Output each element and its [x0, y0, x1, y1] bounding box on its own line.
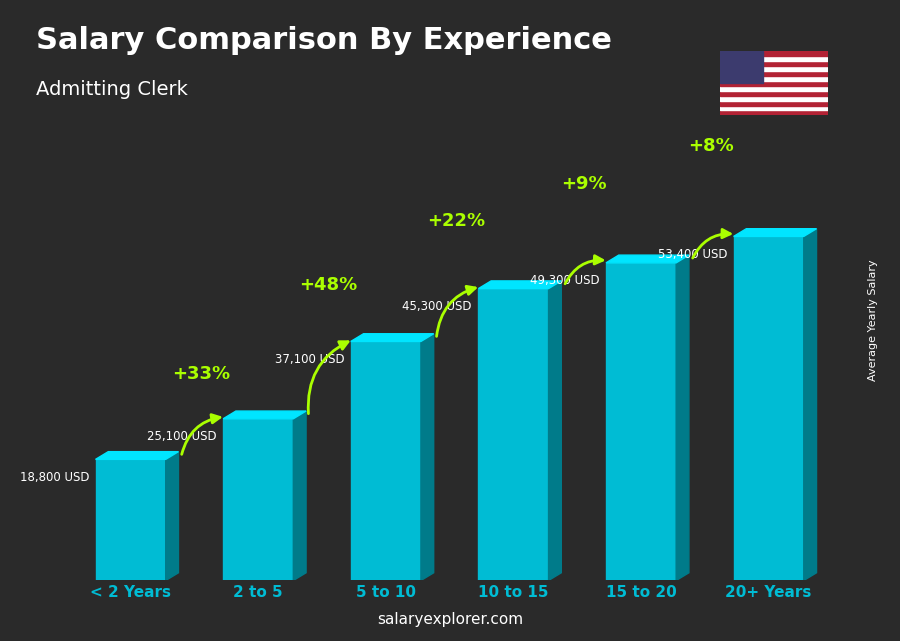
Text: 37,100 USD: 37,100 USD	[274, 353, 345, 366]
Polygon shape	[166, 452, 178, 581]
Polygon shape	[734, 229, 816, 237]
Text: +22%: +22%	[427, 212, 485, 230]
Bar	[720, 96, 828, 101]
Text: salaryexplorer.com: salaryexplorer.com	[377, 612, 523, 627]
Bar	[720, 110, 828, 115]
Polygon shape	[223, 411, 306, 419]
Bar	[720, 56, 828, 61]
Text: Average Yearly Salary: Average Yearly Salary	[868, 260, 878, 381]
Text: 25,100 USD: 25,100 USD	[147, 430, 217, 444]
Bar	[95, 460, 166, 581]
Polygon shape	[606, 255, 688, 263]
Text: +48%: +48%	[300, 276, 357, 294]
Bar	[720, 101, 828, 106]
Bar	[223, 419, 293, 581]
Bar	[720, 51, 828, 56]
Polygon shape	[95, 452, 178, 460]
Text: 18,800 USD: 18,800 USD	[20, 471, 89, 484]
Text: +9%: +9%	[561, 174, 607, 192]
Bar	[720, 106, 828, 110]
Bar	[479, 288, 548, 581]
Text: 53,400 USD: 53,400 USD	[658, 248, 727, 261]
Bar	[720, 66, 828, 71]
Text: 45,300 USD: 45,300 USD	[402, 300, 472, 313]
Bar	[720, 71, 828, 76]
Polygon shape	[676, 255, 688, 581]
Bar	[734, 237, 804, 581]
Polygon shape	[421, 334, 434, 581]
Bar	[720, 81, 828, 86]
Bar	[720, 61, 828, 66]
Polygon shape	[293, 411, 306, 581]
Bar	[720, 76, 828, 81]
Text: +8%: +8%	[688, 137, 734, 154]
Bar	[606, 263, 676, 581]
Bar	[720, 86, 828, 91]
Polygon shape	[351, 334, 434, 342]
Bar	[351, 342, 421, 581]
Polygon shape	[804, 229, 816, 581]
Text: +33%: +33%	[172, 365, 230, 383]
Polygon shape	[479, 281, 562, 288]
Text: Admitting Clerk: Admitting Clerk	[36, 80, 188, 99]
Text: 49,300 USD: 49,300 USD	[530, 274, 599, 287]
Bar	[720, 91, 828, 96]
Bar	[720, 51, 763, 83]
Polygon shape	[548, 281, 562, 581]
Text: Salary Comparison By Experience: Salary Comparison By Experience	[36, 26, 612, 54]
